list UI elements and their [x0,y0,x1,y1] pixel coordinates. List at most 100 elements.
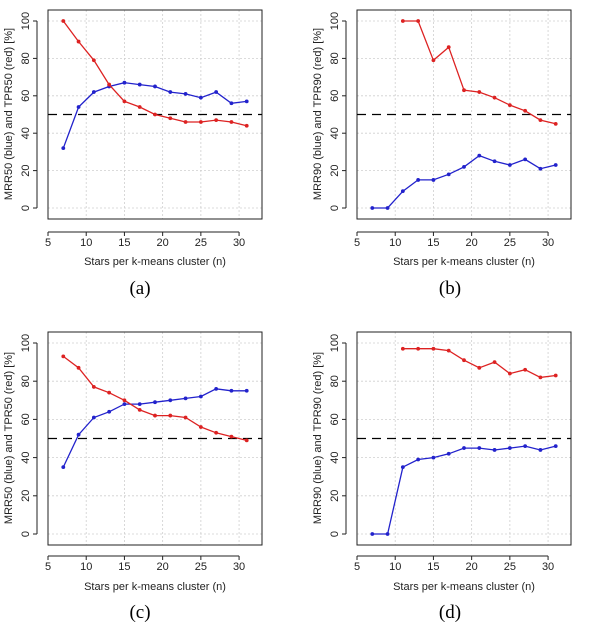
data-point [538,118,543,123]
data-point [76,39,81,44]
data-point [416,19,421,23]
data-point [446,45,451,50]
y-tick-label: 80 [329,375,341,387]
y-tick-label: 40 [329,451,341,463]
data-point [446,451,451,456]
x-tick-label: 15 [427,561,439,573]
data-point [370,206,375,210]
y-tick-label: 20 [20,164,32,176]
data-point [198,394,203,399]
data-point [168,90,173,94]
x-tick-label: 30 [542,237,554,249]
data-point [198,95,203,100]
series-red [400,19,558,126]
data-point [137,407,142,412]
y-tick-label: 80 [20,52,32,64]
data-point [76,365,81,370]
x-tick-label: 5 [45,237,51,249]
data-point [462,446,466,450]
x-axis-label: Stars per k-means cluster (n) [84,256,226,268]
data-point [183,396,188,401]
series-line [402,20,556,125]
y-tick-label: 100 [329,334,341,352]
data-point [91,385,96,389]
y-axis-label: MRR50 (blue) and TPR50 (red) [%] [3,28,15,200]
data-point [76,105,81,109]
y-tick-label: 60 [329,413,341,425]
x-axis: 5 10 15 20 25 30 [354,231,554,249]
data-point [416,178,421,182]
data-point [107,390,112,395]
data-point [244,438,249,443]
data-point [492,360,497,364]
x-tick-label: 25 [195,561,207,573]
y-tick-label: 0 [329,531,341,537]
series-line [62,20,247,127]
series-line [372,154,556,209]
data-point [431,346,436,351]
data-point [122,398,127,403]
data-point [107,82,112,87]
series-red [61,19,249,128]
data-point [400,465,405,470]
data-point [400,19,405,23]
data-point [416,457,421,462]
data-point [553,444,558,449]
data-point [538,448,543,452]
y-tick-label: 20 [329,490,341,502]
data-point [507,163,512,167]
data-point [244,388,249,393]
y-tick-label: 20 [329,164,341,176]
data-point [214,118,219,123]
x-tick-label: 10 [389,561,401,573]
x-tick-label: 20 [466,237,478,249]
y-tick-label: 100 [20,12,32,30]
data-point [385,532,390,536]
data-point [462,358,466,363]
data-point [153,112,157,117]
panel-caption: (b) [439,278,461,299]
y-axis: 0 20 40 60 80 100 [20,12,38,211]
panel-b: Stars per k-means cluster (n) MRR90 (blu… [312,9,572,299]
series-blue [370,153,558,210]
panel-d: Stars per k-means cluster (n) MRR90 (blu… [312,331,572,622]
x-tick-label: 30 [542,561,554,573]
x-tick-label: 5 [45,561,51,573]
panel-caption: (d) [439,602,461,622]
series-line [372,445,556,535]
data-point [122,402,127,407]
data-point [153,400,157,405]
data-point [477,153,482,158]
x-axis-label: Stars per k-means cluster (n) [393,581,535,593]
data-point [492,159,497,164]
x-tick-label: 30 [233,561,245,573]
data-point [462,88,466,93]
x-tick-label: 5 [354,237,360,249]
data-point [462,164,466,169]
data-point [183,120,188,124]
data-point [507,446,512,450]
x-tick-label: 25 [195,237,207,249]
data-point [122,80,127,85]
series-red [61,354,249,443]
x-tick-label: 15 [427,237,439,249]
data-point [431,58,436,63]
data-point [91,58,96,63]
series-red [400,346,558,380]
y-tick-label: 20 [20,490,32,502]
x-tick-label: 30 [233,237,245,249]
x-tick-label: 5 [354,561,360,573]
series-blue [370,444,558,536]
x-tick-label: 25 [504,561,516,573]
y-tick-label: 80 [20,375,32,387]
data-point [492,448,497,452]
y-axis-label: MRR90 (blue) and TPR90 (red) [%] [312,28,324,200]
y-tick-label: 60 [20,90,32,102]
series-line [402,348,556,379]
data-point [107,409,112,414]
y-axis-label: MRR90 (blue) and TPR90 (red) [%] [312,352,324,524]
data-point [229,434,234,439]
series-blue [61,386,249,470]
x-tick-label: 20 [466,561,478,573]
